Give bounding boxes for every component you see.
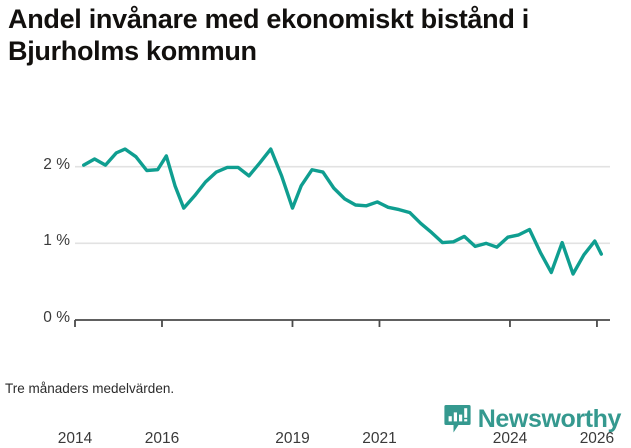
chart-plot-area: 0 % 1 % 2 % 2014 2016 2019 2021 2024 2026	[0, 100, 631, 447]
newsworthy-logo[interactable]: Newsworthy	[444, 404, 621, 434]
y-axis-tick-label: 2 %	[43, 155, 70, 173]
page-title: Andel invånare med ekonomiskt bistånd i …	[8, 4, 529, 66]
x-axis-tick-label: 2014	[57, 430, 93, 447]
chart-bubble-icon	[444, 405, 471, 433]
x-axis	[74, 320, 598, 327]
chart-footnote: Tre månaders medelvärden.	[5, 381, 175, 396]
y-axis-tick-label: 0 %	[43, 309, 70, 326]
gridlines	[75, 165, 610, 321]
x-axis-tick-label: 2016	[144, 430, 180, 447]
brand-name: Newsworthy	[477, 404, 622, 433]
x-axis-tick-label: 2021	[362, 430, 397, 447]
x-axis-tick-label: 2019	[275, 430, 310, 447]
data-line-series-0	[82, 147, 603, 276]
y-axis-tick-label: 1 %	[43, 232, 70, 250]
chart-page: Andel invånare med ekonomiskt bistånd i …	[0, 4, 631, 447]
line-chart-svg	[74, 147, 610, 327]
